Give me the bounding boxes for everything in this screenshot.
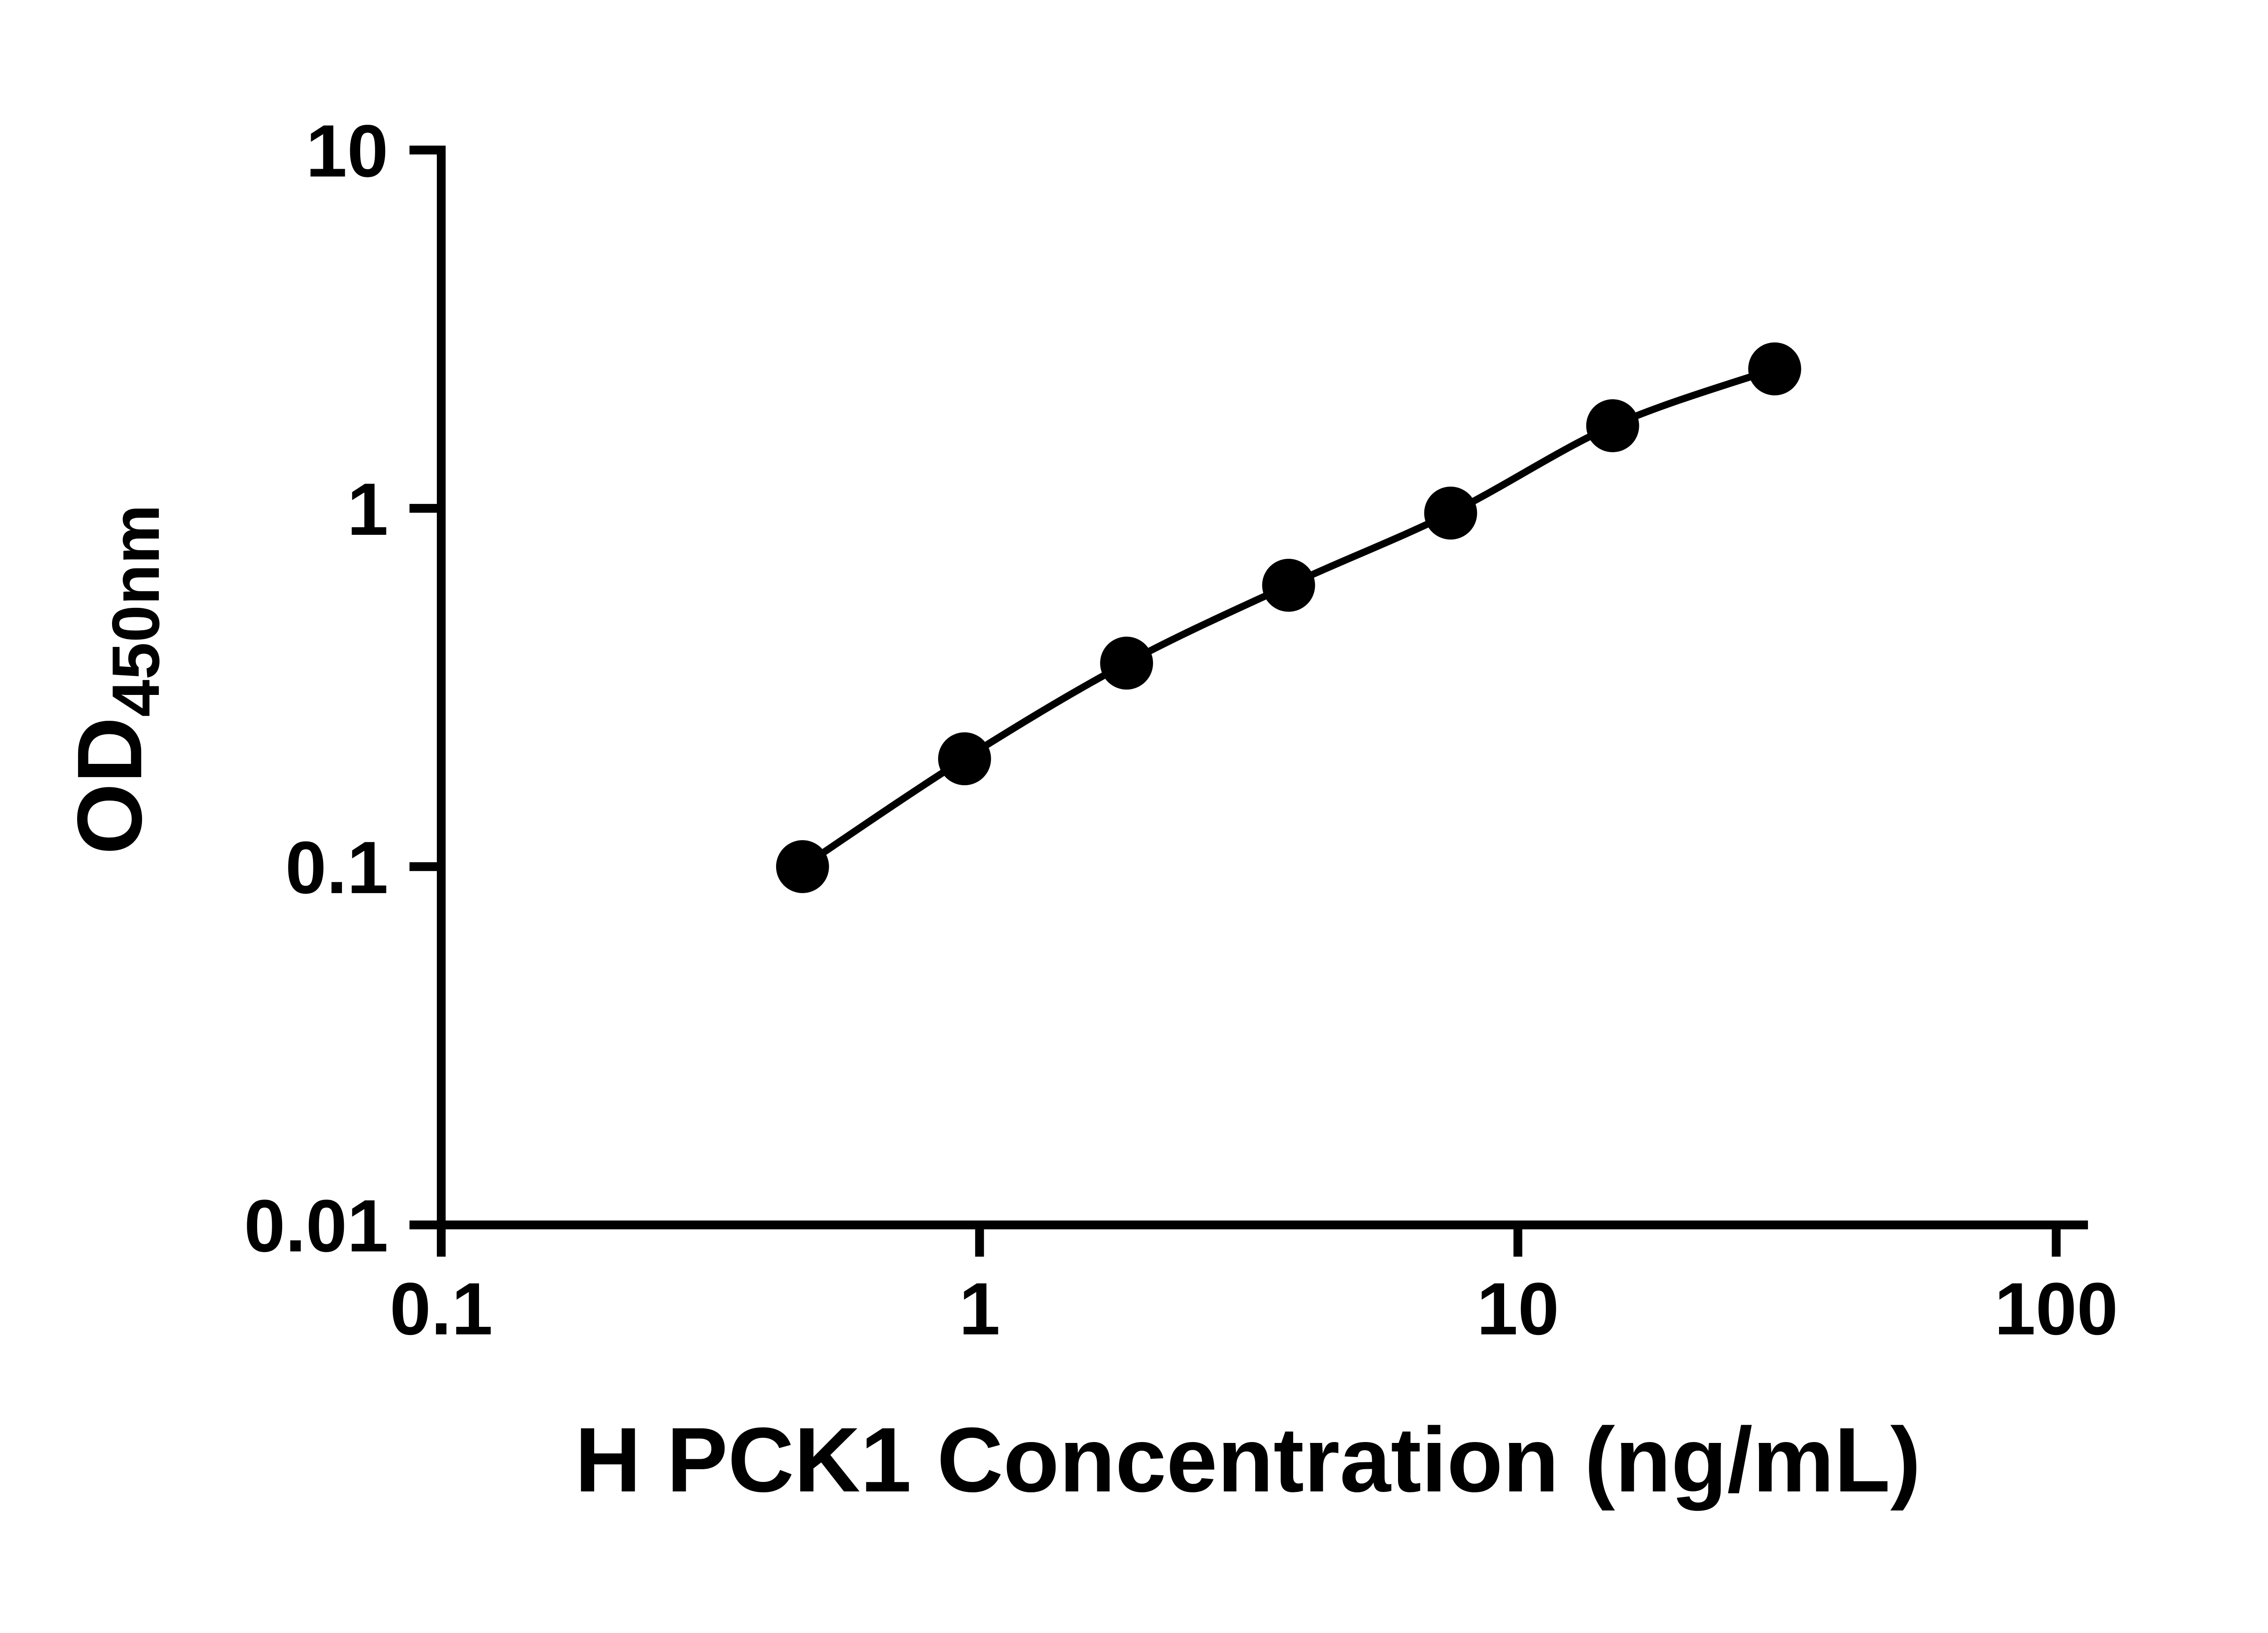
data-point-7	[1748, 342, 1801, 396]
x-axis-tick-label: 10	[1476, 1267, 1559, 1350]
y-axis-title-main: OD	[58, 717, 161, 855]
data-point-5	[1424, 486, 1477, 540]
x-axis-tick-label: 1	[959, 1267, 1000, 1350]
x-axis-tick-label: 100	[1994, 1267, 2118, 1350]
y-axis-tick-label: 10	[306, 109, 388, 192]
elisa-standard-curve-figure: 0.1 1 10 100 0.01 0.1 1 10 H PCK1 Concentration…	[0, 0, 2268, 1589]
chart-background	[0, 0, 2268, 1589]
data-point-6	[1586, 399, 1639, 452]
y-axis-tick-label: 0.1	[285, 826, 388, 909]
data-point-1	[776, 840, 829, 893]
y-axis-title-sub: 450nm	[98, 504, 173, 717]
data-point-3	[1100, 636, 1154, 690]
y-axis-tick-label: 1	[347, 468, 388, 551]
data-point-4	[1262, 558, 1315, 612]
y-axis-title: OD450nm	[58, 504, 173, 855]
x-axis-tick-label: 0.1	[390, 1267, 493, 1350]
y-axis-tick-label: 0.01	[244, 1184, 388, 1267]
x-axis-title: H PCK1 Concentration (ng/mL)	[575, 1408, 1921, 1511]
data-point-2	[938, 732, 991, 786]
